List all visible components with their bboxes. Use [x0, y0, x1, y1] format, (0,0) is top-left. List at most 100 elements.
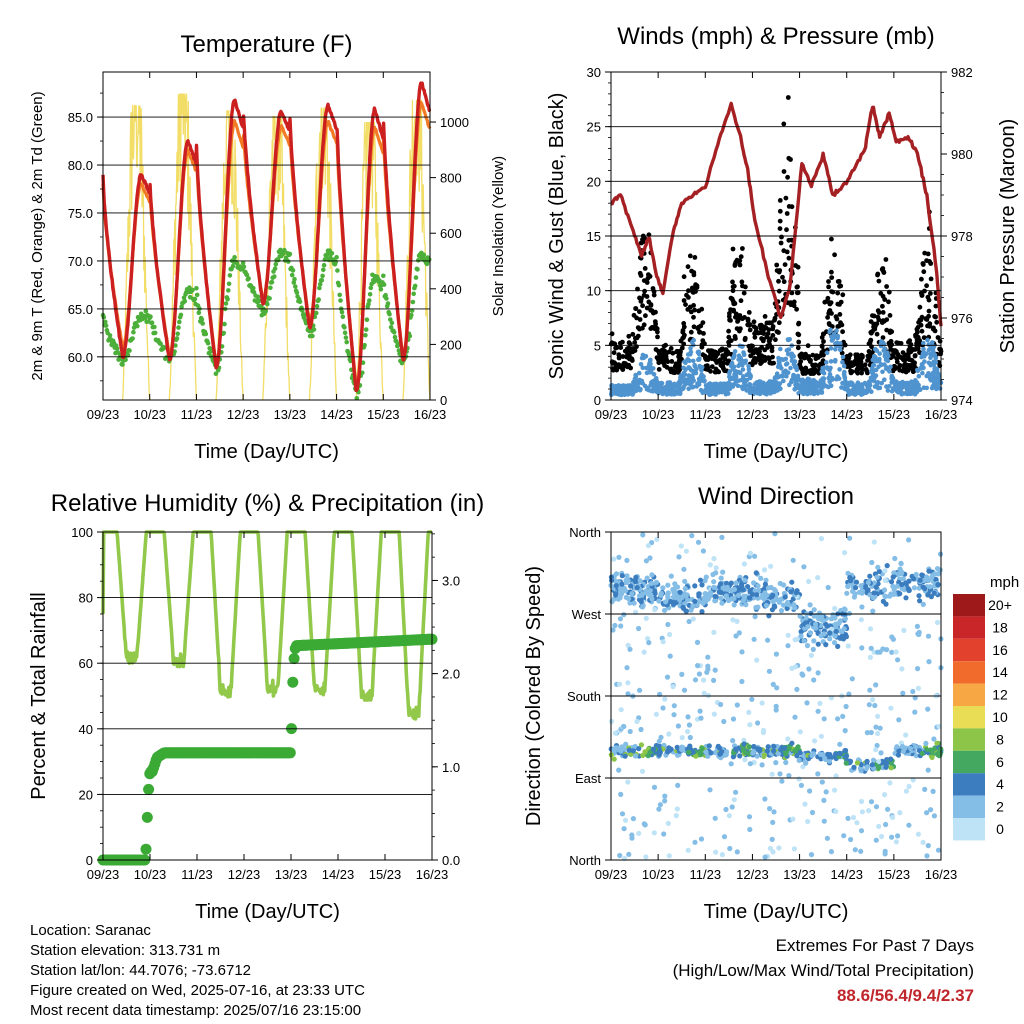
sonic-wind-point — [758, 382, 763, 387]
sonic-wind-point — [916, 386, 921, 392]
wind-direction-point — [658, 592, 664, 598]
wind-direction-point — [903, 788, 910, 794]
colorbar-label: 8 — [996, 731, 1004, 747]
wind-direction-point — [720, 585, 726, 591]
gust-point — [829, 236, 834, 242]
wind-direction-point — [809, 752, 815, 759]
wind-direction-point — [695, 539, 702, 545]
wind-direction-point — [867, 626, 874, 632]
station-pressure-line — [610, 101, 943, 327]
wind-direction-point — [686, 749, 692, 755]
sonic-wind-point — [711, 390, 717, 396]
gust-point — [702, 353, 708, 359]
colorbar-swatch — [953, 661, 985, 684]
gust-point — [773, 337, 778, 343]
wind-direction-point — [811, 677, 817, 683]
colorbar-label: 16 — [992, 642, 1008, 658]
dewpoint-point — [125, 352, 131, 358]
precipitation-point — [141, 811, 153, 823]
wind-direction-point — [808, 652, 815, 659]
dewpoint-point — [255, 294, 261, 300]
wind-direction-point — [742, 757, 748, 763]
y-tick-label: 40 — [79, 722, 93, 737]
wind-direction-point — [842, 748, 848, 754]
wind-direction-point — [675, 723, 682, 729]
gust-point — [783, 195, 789, 201]
sonic-wind-point — [882, 353, 888, 359]
gust-point — [826, 284, 831, 290]
wind-direction-point — [788, 589, 794, 595]
gust-point — [738, 254, 744, 260]
wind-direction-point — [832, 633, 838, 639]
y-tick-label: 75.0 — [68, 206, 93, 221]
y-tick-label: 20 — [587, 174, 601, 189]
dewpoint-point — [205, 340, 211, 346]
wind-direction-point — [873, 747, 879, 753]
wind-direction-point — [668, 746, 674, 752]
wind-direction-point — [880, 646, 886, 652]
sonic-wind-point — [627, 391, 632, 396]
wind-direction-point — [656, 738, 662, 744]
wind-direction-point — [712, 667, 718, 673]
wind-direction-point — [726, 597, 732, 604]
wind-direction-point — [810, 646, 816, 653]
wind-direction-point — [760, 729, 767, 736]
dewpoint-point — [223, 301, 229, 306]
sonic-wind-point — [695, 382, 701, 387]
wind-direction-point — [831, 640, 838, 646]
sonic-wind-point — [662, 388, 667, 394]
wind-direction-point — [869, 559, 875, 566]
wind-direction-point — [630, 816, 637, 822]
wind-direction-point — [721, 718, 727, 725]
wind-direction-point — [793, 590, 799, 596]
wind-direction-point — [845, 643, 851, 649]
wind-direction-point — [847, 575, 853, 581]
wind-direction-point — [812, 621, 819, 627]
gust-point — [931, 325, 936, 331]
wind-direction-point — [909, 573, 915, 579]
extremes-box: Extremes For Past 7 Days (High/Low/Max W… — [534, 933, 974, 1008]
gust-point — [776, 320, 782, 326]
wind-direction-point — [925, 633, 932, 639]
wind-direction-point — [639, 768, 646, 774]
wind-direction-point — [888, 765, 894, 771]
sonic-wind-point — [857, 385, 863, 391]
gust-point — [813, 362, 818, 368]
gust-point — [884, 327, 890, 333]
wind-direction-point — [649, 572, 655, 578]
wind-direction-point — [876, 823, 882, 830]
gust-point — [685, 264, 691, 270]
wind-direction-point — [881, 587, 888, 593]
wind-direction-point — [818, 733, 825, 739]
x-tick-label: 10/23 — [134, 867, 167, 882]
wind-direction-point — [687, 734, 693, 741]
gust-point — [753, 347, 759, 352]
sonic-wind-point — [904, 386, 909, 391]
gust-point — [706, 348, 711, 354]
station-info: Location: Saranac Station elevation: 313… — [30, 921, 450, 1021]
dewpoint-point — [319, 278, 325, 283]
y-tick-label: East — [575, 771, 601, 786]
gust-point — [616, 362, 622, 368]
wind-direction-point — [679, 671, 685, 678]
sonic-wind-point — [741, 385, 747, 391]
wind-direction-point — [623, 594, 629, 601]
wind-direction-point — [768, 563, 774, 569]
wind-direction-point — [798, 633, 804, 639]
gust-point — [829, 269, 834, 275]
wind-direction-point — [636, 830, 642, 837]
gust-point — [634, 315, 639, 321]
gust-point — [737, 258, 743, 264]
wind-direction-point — [820, 752, 826, 758]
gust-point — [784, 249, 790, 255]
gust-point — [826, 279, 831, 284]
dewpoint-point — [363, 327, 369, 332]
wind-direction-point — [652, 607, 658, 613]
x-tick-label: 10/23 — [642, 407, 675, 422]
wind-direction-point — [621, 826, 627, 832]
sonic-wind-point — [883, 366, 889, 371]
wind-direction-point — [643, 854, 649, 860]
wind-direction-point — [820, 617, 826, 624]
gust-point — [748, 353, 753, 359]
wind-direction-point — [671, 712, 677, 718]
